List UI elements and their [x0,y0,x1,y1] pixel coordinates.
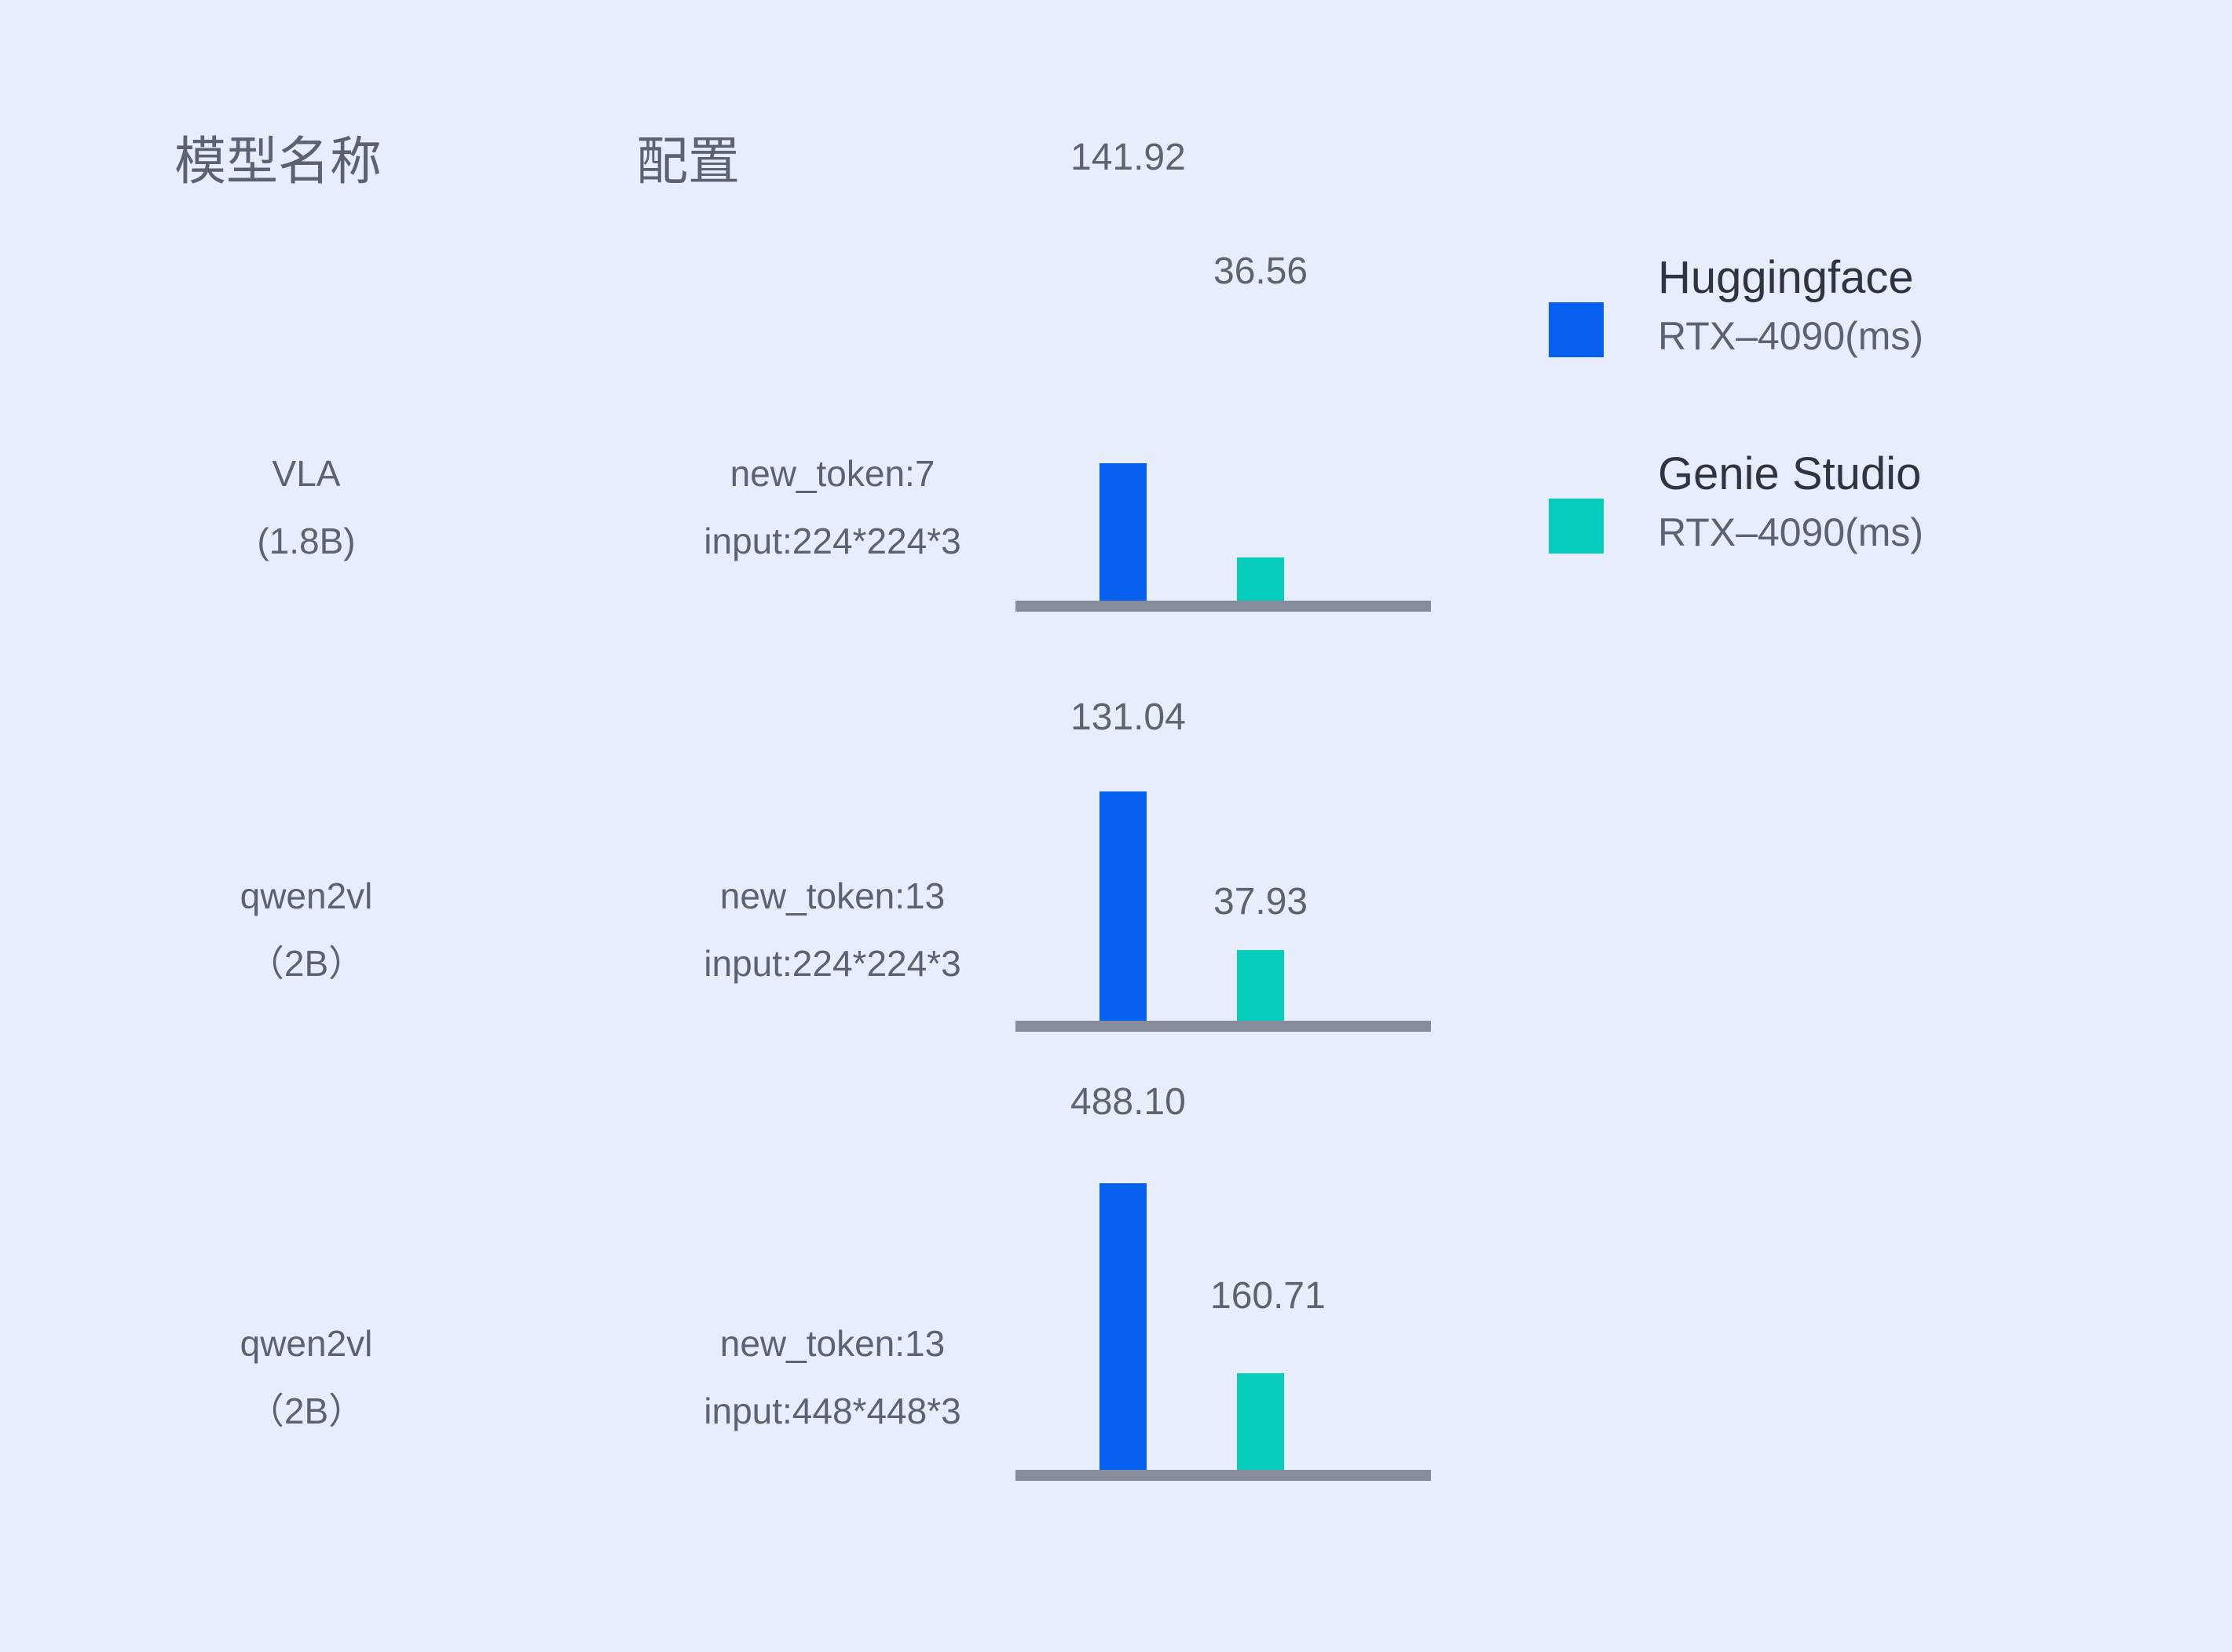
legend-swatch-icon [1549,302,1604,357]
legend-subtitle: RTX–4090(ms) [1658,314,1924,358]
bar-genie-studio[interactable] [1237,557,1284,601]
model-name-line-1: VLA [272,453,341,494]
column-header-config: 配置 [636,132,740,190]
cell-config: new_token:7 input:224*224*3 [487,440,1178,575]
column-header-model-name: 模型名称 [174,132,382,190]
baseline-axis [1015,1021,1431,1032]
legend-label-group: Huggingface RTX–4090(ms) [1658,248,1923,364]
value-label-genie-studio: 36.56 [1213,250,1308,292]
baseline-axis [1015,1470,1431,1481]
value-label-huggingface: 488.10 [1070,1081,1186,1123]
baseline-axis [1015,601,1431,612]
legend-swatch-icon [1549,499,1604,554]
config-line-2: input:448*448*3 [704,1391,961,1431]
cell-config: new_token:13 input:448*448*3 [487,1310,1178,1445]
model-name-line-1: qwen2vl [240,875,373,916]
value-label-genie-studio: 160.71 [1210,1275,1326,1317]
bar-huggingface[interactable] [1100,791,1147,1021]
value-label-huggingface: 131.04 [1070,696,1186,738]
bar-huggingface[interactable] [1100,463,1147,601]
bar-genie-studio[interactable] [1237,1373,1284,1470]
config-line-1: new_token:13 [719,875,946,916]
legend-label-group: Genie Studio RTX–4090(ms) [1658,444,1923,561]
bar-huggingface[interactable] [1100,1183,1147,1476]
cell-config: new_token:13 input:224*224*3 [487,862,1178,997]
model-name-line-2: （2B） [247,1391,365,1431]
bar-genie-studio[interactable] [1237,950,1284,1021]
value-label-genie-studio: 37.93 [1213,881,1308,923]
cell-model-name: VLA (1.8B) [141,440,471,575]
legend-title: Genie Studio [1658,448,1922,499]
value-label-huggingface: 141.92 [1070,137,1186,178]
model-name-line-1: qwen2vl [240,1323,373,1364]
config-line-1: new_token:13 [719,1323,946,1364]
model-name-line-2: （2B） [247,943,365,984]
model-name-line-2: (1.8B) [257,521,356,561]
cell-model-name: qwen2vl （2B） [141,862,471,997]
config-line-1: new_token:7 [730,453,935,494]
legend-title: Huggingface [1658,252,1914,303]
cell-model-name: qwen2vl （2B） [141,1310,471,1445]
config-line-2: input:224*224*3 [704,943,961,984]
legend-subtitle: RTX–4090(ms) [1658,510,1924,554]
config-line-2: input:224*224*3 [704,521,961,561]
